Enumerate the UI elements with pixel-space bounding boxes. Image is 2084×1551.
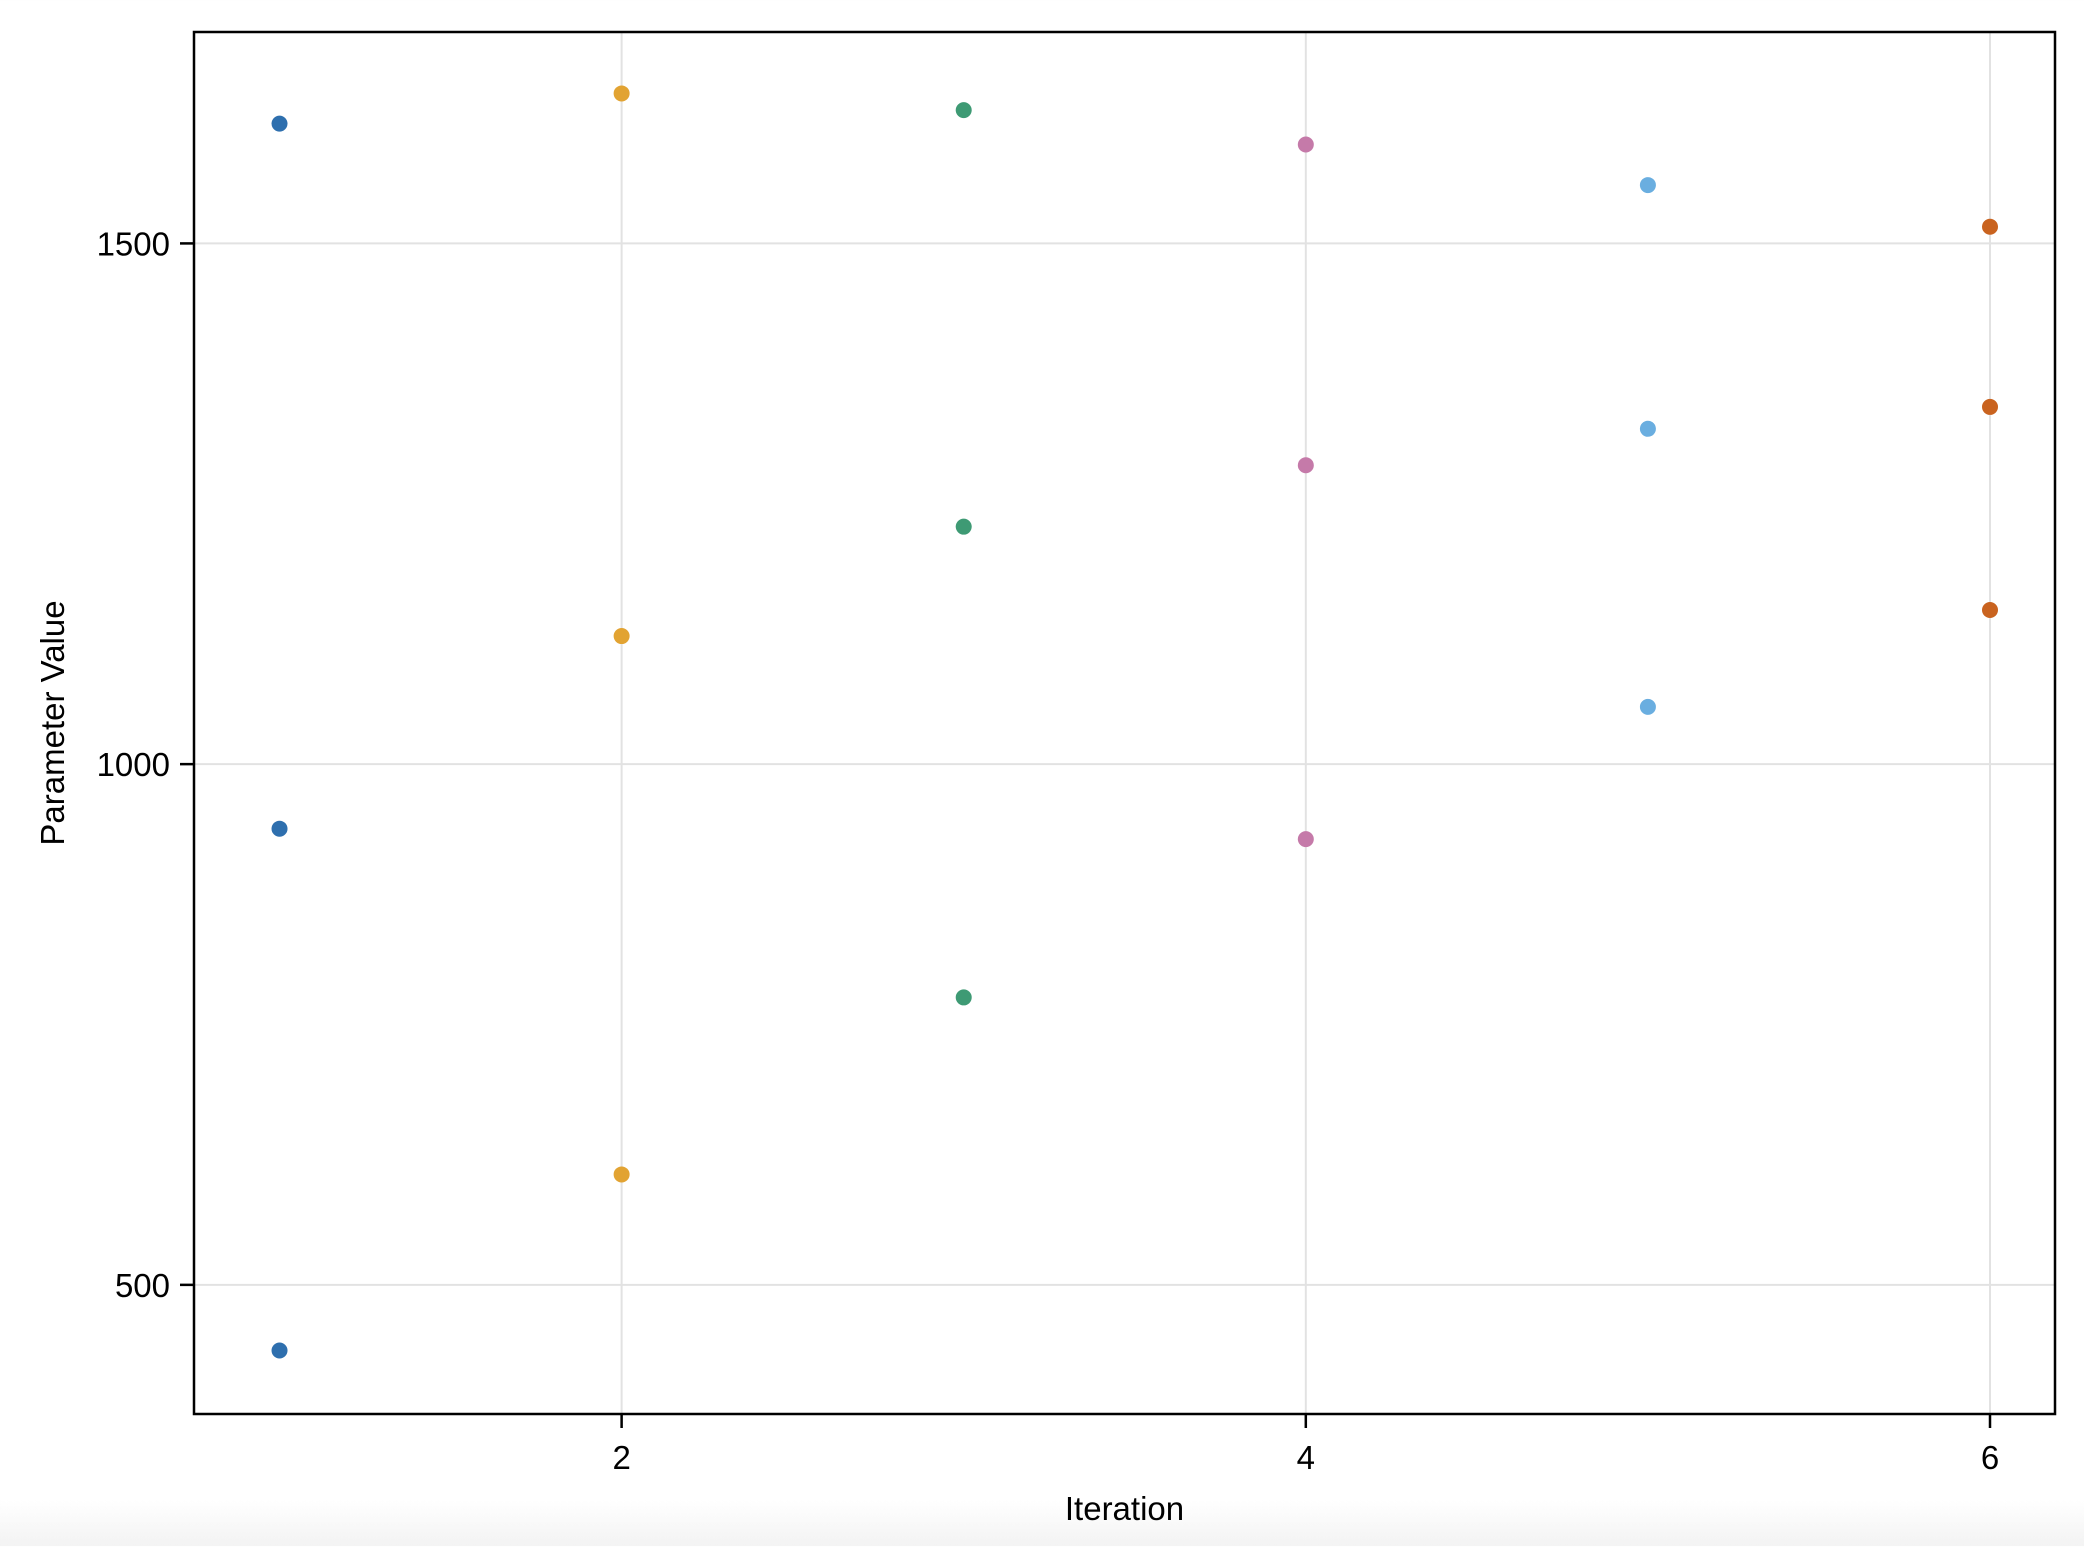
data-point <box>1639 698 1656 715</box>
x-tick-label: 2 <box>612 1439 630 1476</box>
x-tick-label: 6 <box>1981 1439 1999 1476</box>
data-point <box>613 1166 630 1183</box>
data-point <box>1639 420 1656 437</box>
data-point <box>1982 602 1999 619</box>
data-point <box>1982 398 1999 415</box>
data-point <box>1297 831 1314 848</box>
data-point <box>1639 177 1656 194</box>
x-axis-label: Iteration <box>1065 1490 1184 1527</box>
data-point <box>613 628 630 645</box>
data-point <box>955 989 972 1006</box>
y-axis-label: Parameter Value <box>34 600 71 845</box>
y-tick-label: 1000 <box>97 746 170 783</box>
y-tick-label: 500 <box>115 1267 170 1304</box>
data-point <box>1297 136 1314 153</box>
data-point <box>271 820 288 837</box>
data-point <box>1982 218 1999 235</box>
data-point <box>613 85 630 102</box>
axis-ticks: 2 4 6 500 1000 1500 <box>97 225 2000 1476</box>
data-point <box>271 1342 288 1359</box>
gridlines <box>194 32 2055 1414</box>
data-point <box>1297 457 1314 474</box>
data-point <box>271 115 288 132</box>
data-point <box>955 518 972 535</box>
y-tick-label: 1500 <box>97 225 170 262</box>
x-tick-label: 4 <box>1297 1439 1315 1476</box>
plot-frame <box>192 30 2057 1416</box>
data-point <box>955 102 972 119</box>
data-points <box>271 85 1999 1359</box>
